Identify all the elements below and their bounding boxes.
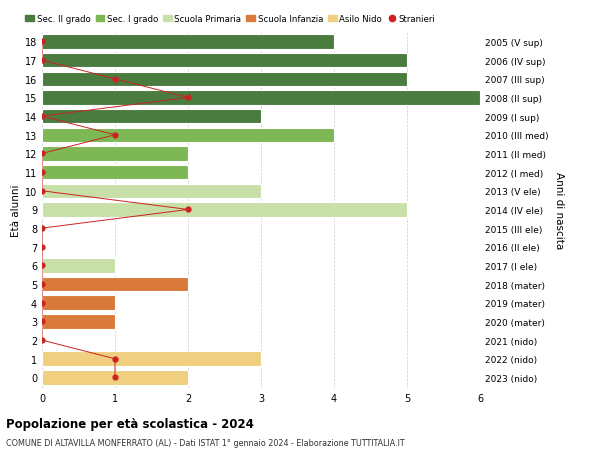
Bar <box>42 35 334 50</box>
Y-axis label: Età alunni: Età alunni <box>11 184 20 236</box>
Text: COMUNE DI ALTAVILLA MONFERRATO (AL) - Dati ISTAT 1° gennaio 2024 - Elaborazione : COMUNE DI ALTAVILLA MONFERRATO (AL) - Da… <box>6 438 404 448</box>
Bar <box>42 277 188 292</box>
Bar <box>42 314 115 329</box>
Bar <box>42 110 261 124</box>
Bar <box>42 370 188 385</box>
Bar <box>42 147 188 162</box>
Text: Popolazione per età scolastica - 2024: Popolazione per età scolastica - 2024 <box>6 417 254 430</box>
Bar <box>42 296 115 310</box>
Bar <box>42 352 261 366</box>
Bar <box>42 128 334 143</box>
Bar <box>42 91 480 106</box>
Bar <box>42 166 188 180</box>
Y-axis label: Anni di nascita: Anni di nascita <box>554 172 564 248</box>
Bar <box>42 203 407 217</box>
Bar <box>42 258 115 273</box>
Legend: Sec. II grado, Sec. I grado, Scuola Primaria, Scuola Infanzia, Asilo Nido, Stran: Sec. II grado, Sec. I grado, Scuola Prim… <box>25 15 435 24</box>
Bar <box>42 73 407 87</box>
Bar <box>42 54 407 68</box>
Bar <box>42 184 261 199</box>
